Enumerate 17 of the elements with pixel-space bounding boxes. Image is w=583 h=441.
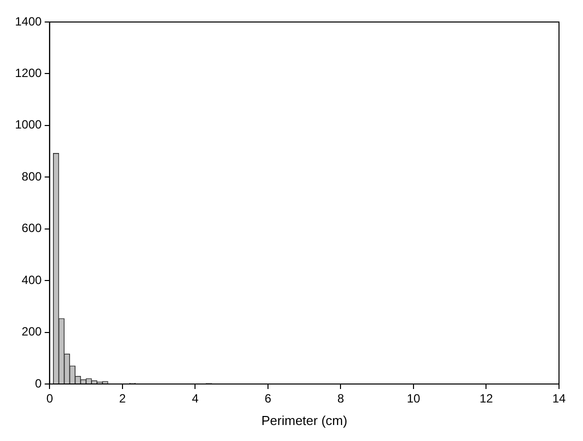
y-tick-label: 400	[22, 272, 42, 287]
x-tick-label: 8	[337, 392, 344, 406]
x-tick-label: 4	[192, 392, 199, 406]
y-tick-label: 1000	[14, 118, 42, 132]
x-tick-label: 0	[46, 392, 54, 406]
x-tick-label: 6	[264, 392, 272, 406]
x-tick-label: 14	[552, 392, 566, 406]
x-axis-title: Perimeter (cm)	[261, 412, 348, 428]
y-tick-label: 1200	[14, 66, 42, 80]
y-tick-label: 600	[22, 221, 42, 236]
y-tick-label: 1400	[14, 14, 42, 28]
x-tick-label: 2	[119, 392, 126, 406]
y-tick-label: 800	[22, 169, 42, 184]
x-tick-label: 12	[480, 392, 494, 406]
y-tick-label: 200	[22, 324, 42, 339]
x-tick-label: 10	[406, 392, 420, 406]
y-tick-label: 0	[35, 376, 42, 390]
